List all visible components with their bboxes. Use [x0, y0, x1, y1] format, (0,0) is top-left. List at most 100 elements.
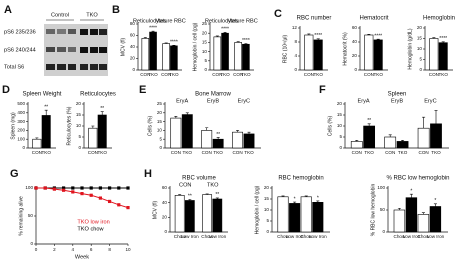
error-bar	[178, 194, 182, 196]
x-tick-label: CON	[304, 72, 314, 77]
y-tick-label: 0	[294, 67, 297, 72]
error-bar	[100, 111, 104, 115]
error-bar	[401, 140, 405, 142]
x-tick-label: Chow	[300, 234, 312, 239]
error-bar	[397, 207, 401, 210]
group-label: TKO	[207, 182, 219, 188]
y-tick-label: 10	[264, 207, 270, 212]
y-tick-label: 60	[352, 25, 358, 30]
significance: ****	[242, 38, 250, 44]
point	[89, 186, 93, 190]
y-tick-label: 15	[417, 36, 423, 41]
x-tick-label: TKO	[213, 150, 223, 155]
bar	[149, 31, 157, 71]
panel-letter: B	[112, 4, 120, 16]
y-tick-label: 20	[162, 215, 168, 220]
panel-letter: H	[144, 168, 152, 180]
x-tick-label: TKO	[97, 150, 107, 155]
x-tick-label: Low Iron	[286, 234, 304, 239]
x-tick-label: Low Iron	[427, 234, 445, 239]
blot-image	[44, 24, 108, 76]
bar	[405, 197, 418, 233]
y-axis-label: MCV (fl)	[120, 38, 126, 57]
x-tick-label: Chow	[174, 234, 186, 239]
y-axis-label: Spleen (mg)	[10, 112, 16, 140]
bar	[221, 32, 229, 71]
y-tick-label: 20	[130, 56, 136, 61]
error-bar	[244, 43, 248, 45]
panel-letter: G	[10, 168, 19, 180]
y-tick-label: 0	[164, 229, 167, 234]
bar	[417, 214, 430, 233]
y-tick-label: 0	[382, 229, 385, 234]
error-bar	[409, 193, 413, 198]
y-tick-label: 50	[28, 213, 34, 218]
panel-letter: A	[4, 4, 12, 16]
y-tick-label: 25	[157, 101, 163, 106]
bar	[429, 38, 439, 71]
blot-row: pS6 235/236	[4, 29, 36, 35]
y-axis-label: % remaining alive	[18, 196, 24, 236]
y-tick-label: 10	[337, 123, 343, 128]
x-tick-label: TKO	[41, 150, 51, 155]
legend-label: TKO chow	[77, 226, 104, 232]
point	[98, 196, 102, 200]
point	[126, 186, 130, 190]
significance: ****	[221, 27, 229, 33]
y-tick-label: 40	[162, 200, 168, 205]
significance: ****	[149, 26, 157, 32]
bar	[429, 206, 442, 233]
x-tick-label: TKO	[244, 150, 254, 155]
bar	[97, 114, 107, 149]
error-bar	[143, 37, 147, 39]
group-label: Mature RBC	[155, 18, 186, 24]
bar	[212, 138, 224, 149]
point	[98, 186, 102, 190]
y-tick-label: 20	[337, 101, 343, 106]
point	[80, 186, 84, 190]
chart-title: % RBC low hemoglobin	[386, 176, 449, 182]
error-bar	[35, 137, 39, 140]
bar	[312, 202, 324, 233]
y-axis-label: Cells (%)	[147, 116, 153, 137]
bar	[232, 131, 244, 149]
bar	[438, 42, 448, 71]
y-tick-label: 20	[352, 53, 358, 58]
bar	[170, 45, 178, 71]
y-tick-label: 0	[22, 145, 25, 150]
significance: ****	[314, 33, 322, 39]
blot-row: pS6 240/244	[4, 47, 36, 53]
significance: **	[367, 118, 371, 124]
x-tick-label: 10	[125, 247, 131, 252]
error-bar	[432, 37, 436, 39]
bar	[313, 39, 323, 71]
point	[108, 186, 112, 190]
x-tick-label: CON	[161, 72, 171, 77]
x-tick-label: 0	[35, 247, 38, 252]
x-tick-label: TKO	[220, 72, 230, 77]
x-tick-label: CON	[429, 72, 439, 77]
y-tick-label: 300	[17, 119, 25, 124]
error-bar	[293, 201, 297, 204]
error-bar	[215, 35, 219, 37]
y-tick-label: 40	[352, 39, 358, 44]
x-tick-label: CON	[171, 150, 181, 155]
bar	[181, 114, 193, 149]
error-bar	[307, 33, 311, 35]
x-tick-label: TKO	[313, 72, 323, 77]
bar	[363, 125, 376, 149]
y-tick-label: 10	[76, 123, 82, 128]
blot-lane: Control	[51, 12, 69, 18]
point	[117, 203, 121, 207]
x-tick-label: TKO	[148, 72, 158, 77]
bar	[373, 39, 383, 71]
y-axis-label: MCV (fl)	[152, 201, 158, 220]
y-tick-label: 100	[17, 136, 25, 141]
point	[108, 199, 112, 204]
y-tick-label: 15	[264, 196, 270, 201]
x-tick-label: TKO	[364, 150, 374, 155]
x-tick-label: CON	[232, 150, 242, 155]
significance: **	[188, 194, 192, 200]
x-tick-label: CON	[385, 150, 395, 155]
y-tick-label: 0	[30, 241, 33, 246]
